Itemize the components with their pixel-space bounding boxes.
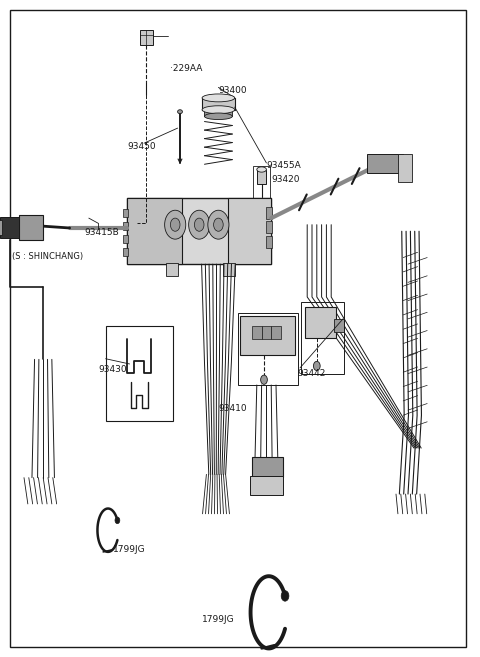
Bar bbox=[262, 326, 271, 339]
Ellipse shape bbox=[170, 218, 180, 231]
Bar bbox=[266, 236, 272, 248]
Ellipse shape bbox=[204, 113, 232, 120]
Bar bbox=[166, 263, 178, 276]
Text: 1799JG: 1799JG bbox=[202, 615, 234, 624]
Bar bbox=[204, 108, 232, 116]
Text: 93442: 93442 bbox=[298, 369, 326, 378]
Ellipse shape bbox=[261, 375, 267, 384]
Bar bbox=[19, 215, 43, 240]
Ellipse shape bbox=[281, 591, 289, 601]
Ellipse shape bbox=[115, 517, 120, 524]
Bar bbox=[123, 235, 128, 243]
Bar bbox=[301, 302, 344, 374]
Text: 93415B: 93415B bbox=[84, 228, 119, 237]
Bar bbox=[123, 209, 128, 217]
Text: 93420: 93420 bbox=[271, 175, 300, 184]
Bar bbox=[266, 221, 272, 233]
Bar bbox=[123, 222, 128, 230]
Bar bbox=[367, 154, 403, 173]
Ellipse shape bbox=[202, 94, 235, 102]
Text: 93450: 93450 bbox=[127, 142, 156, 151]
Bar bbox=[271, 326, 281, 339]
Bar bbox=[252, 326, 262, 339]
Bar bbox=[250, 476, 283, 495]
Ellipse shape bbox=[313, 361, 320, 371]
Bar bbox=[266, 207, 272, 219]
Bar bbox=[106, 326, 173, 421]
Bar bbox=[127, 198, 271, 264]
Ellipse shape bbox=[257, 167, 266, 172]
Ellipse shape bbox=[165, 210, 186, 239]
Bar bbox=[257, 170, 266, 184]
Bar bbox=[252, 457, 283, 477]
Ellipse shape bbox=[214, 218, 223, 231]
Ellipse shape bbox=[178, 110, 182, 114]
Bar bbox=[223, 263, 235, 276]
Bar bbox=[0, 217, 19, 238]
Text: 93430: 93430 bbox=[98, 365, 127, 374]
Text: 93410: 93410 bbox=[218, 404, 247, 413]
Bar bbox=[334, 319, 344, 332]
Bar bbox=[238, 313, 298, 385]
Ellipse shape bbox=[194, 218, 204, 231]
Bar bbox=[140, 30, 153, 45]
Bar bbox=[123, 248, 128, 256]
Text: (S : SHINCHANG): (S : SHINCHANG) bbox=[12, 252, 83, 261]
Text: 93400: 93400 bbox=[218, 86, 247, 95]
Text: 1799JG: 1799JG bbox=[113, 545, 145, 555]
Bar bbox=[202, 98, 235, 110]
Text: ·229AA: ·229AA bbox=[170, 64, 203, 74]
Ellipse shape bbox=[202, 106, 235, 114]
Ellipse shape bbox=[208, 210, 229, 239]
Bar bbox=[398, 154, 412, 182]
Bar bbox=[127, 198, 182, 264]
Bar bbox=[253, 166, 270, 206]
Ellipse shape bbox=[189, 210, 210, 239]
Bar bbox=[305, 307, 336, 338]
Bar bbox=[240, 316, 295, 355]
Bar bbox=[228, 198, 271, 264]
Bar bbox=[0, 220, 2, 235]
Text: 93455A: 93455A bbox=[266, 161, 301, 170]
